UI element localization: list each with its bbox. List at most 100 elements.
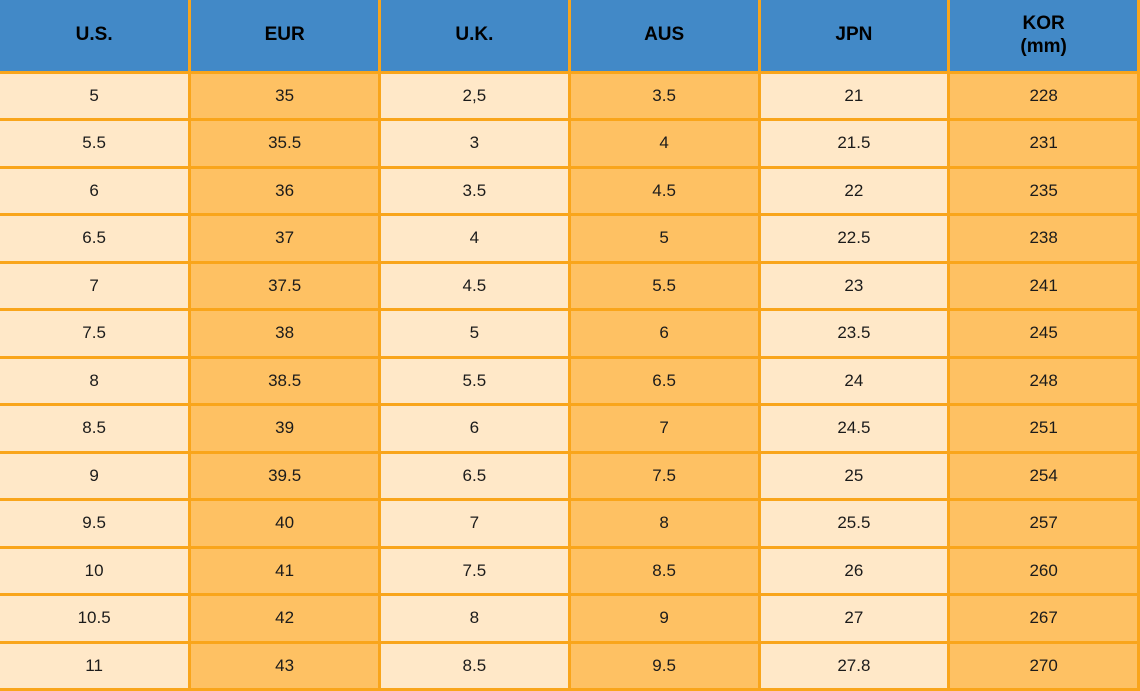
column-label: JPN [835, 24, 873, 46]
cell-jpn: 23 [759, 262, 951, 311]
cell-us: 7.5 [0, 309, 192, 359]
table-row: 5.5 35.5 3 4 21.5 231 [0, 119, 1140, 169]
cell-eur: 41 [189, 547, 381, 596]
cell-eur: 39 [189, 404, 381, 454]
cell-uk: 3 [379, 119, 571, 169]
table-row: 6 36 3.5 4.5 22 235 [0, 167, 1140, 216]
cell-uk: 8.5 [379, 642, 571, 691]
cell-eur: 36 [189, 167, 381, 216]
cell-us: 6 [0, 167, 192, 216]
cell-jpn: 27 [759, 594, 951, 644]
cell-eur: 37.5 [189, 262, 381, 311]
column-header-jpn: JPN [759, 0, 951, 74]
cell-jpn: 27.8 [759, 642, 951, 691]
cell-eur: 38 [189, 309, 381, 359]
cell-us: 9 [0, 452, 192, 501]
cell-eur: 37 [189, 214, 381, 264]
cell-us: 5.5 [0, 119, 192, 169]
cell-uk: 8 [379, 594, 571, 644]
cell-uk: 3.5 [379, 167, 571, 216]
table-row: 10.5 42 8 9 27 267 [0, 594, 1140, 644]
cell-aus: 7 [569, 404, 761, 454]
cell-us: 9.5 [0, 499, 192, 549]
cell-kor: 251 [948, 404, 1140, 454]
cell-eur: 38.5 [189, 357, 381, 406]
cell-eur: 40 [189, 499, 381, 549]
table-row: 11 43 8.5 9.5 27.8 270 [0, 642, 1140, 691]
table-row: 8 38.5 5.5 6.5 24 248 [0, 357, 1140, 406]
cell-eur: 43 [189, 642, 381, 691]
cell-us: 7 [0, 262, 192, 311]
cell-uk: 6.5 [379, 452, 571, 501]
table-row: 6.5 37 4 5 22.5 238 [0, 214, 1140, 264]
cell-uk: 7 [379, 499, 571, 549]
table-row: 7.5 38 5 6 23.5 245 [0, 309, 1140, 359]
cell-aus: 8.5 [569, 547, 761, 596]
cell-uk: 2,5 [379, 72, 571, 121]
column-header-kor: KOR (mm) [948, 0, 1140, 74]
cell-aus: 4.5 [569, 167, 761, 216]
table-body: 5 35 2,5 3.5 21 228 5.5 35.5 3 4 21.5 231 6 36 3.5 4.5 2… [0, 72, 1140, 691]
cell-us: 10.5 [0, 594, 192, 644]
cell-jpn: 22 [759, 167, 951, 216]
column-label: U.S. [75, 24, 113, 46]
cell-us: 5 [0, 72, 192, 121]
cell-us: 10 [0, 547, 192, 596]
cell-us: 11 [0, 642, 192, 691]
cell-jpn: 22.5 [759, 214, 951, 264]
cell-kor: 245 [948, 309, 1140, 359]
column-label: U.K. [455, 24, 494, 46]
cell-kor: 241 [948, 262, 1140, 311]
cell-kor: 248 [948, 357, 1140, 406]
column-header-uk: U.K. [379, 0, 571, 74]
cell-aus: 9.5 [569, 642, 761, 691]
cell-jpn: 24 [759, 357, 951, 406]
column-label: AUS [644, 24, 685, 46]
cell-aus: 9 [569, 594, 761, 644]
column-sublabel: (mm) [1020, 36, 1067, 58]
table-row: 10 41 7.5 8.5 26 260 [0, 547, 1140, 596]
cell-jpn: 25 [759, 452, 951, 501]
cell-uk: 4 [379, 214, 571, 264]
cell-jpn: 23.5 [759, 309, 951, 359]
cell-uk: 5.5 [379, 357, 571, 406]
table-header: U.S. EUR U.K. AUS JPN KOR (mm) [0, 0, 1140, 74]
cell-eur: 35.5 [189, 119, 381, 169]
cell-kor: 231 [948, 119, 1140, 169]
column-header-us: U.S. [0, 0, 192, 74]
cell-aus: 8 [569, 499, 761, 549]
table-row: 5 35 2,5 3.5 21 228 [0, 72, 1140, 121]
cell-aus: 7.5 [569, 452, 761, 501]
table-row: 9.5 40 7 8 25.5 257 [0, 499, 1140, 549]
table-row: 7 37.5 4.5 5.5 23 241 [0, 262, 1140, 311]
cell-uk: 6 [379, 404, 571, 454]
cell-uk: 5 [379, 309, 571, 359]
cell-jpn: 21.5 [759, 119, 951, 169]
column-label: EUR [264, 24, 305, 46]
cell-us: 8 [0, 357, 192, 406]
cell-aus: 4 [569, 119, 761, 169]
cell-aus: 6 [569, 309, 761, 359]
cell-kor: 254 [948, 452, 1140, 501]
cell-eur: 35 [189, 72, 381, 121]
cell-uk: 7.5 [379, 547, 571, 596]
cell-jpn: 26 [759, 547, 951, 596]
column-label: KOR [1022, 12, 1065, 34]
cell-uk: 4.5 [379, 262, 571, 311]
cell-aus: 5.5 [569, 262, 761, 311]
cell-jpn: 21 [759, 72, 951, 121]
cell-us: 8.5 [0, 404, 192, 454]
cell-us: 6.5 [0, 214, 192, 264]
cell-aus: 5 [569, 214, 761, 264]
header-row: U.S. EUR U.K. AUS JPN KOR (mm) [0, 0, 1140, 74]
cell-eur: 39.5 [189, 452, 381, 501]
cell-aus: 3.5 [569, 72, 761, 121]
table-row: 9 39.5 6.5 7.5 25 254 [0, 452, 1140, 501]
cell-kor: 238 [948, 214, 1140, 264]
cell-jpn: 24.5 [759, 404, 951, 454]
column-header-eur: EUR [189, 0, 381, 74]
cell-kor: 257 [948, 499, 1140, 549]
column-header-aus: AUS [569, 0, 761, 74]
cell-kor: 235 [948, 167, 1140, 216]
